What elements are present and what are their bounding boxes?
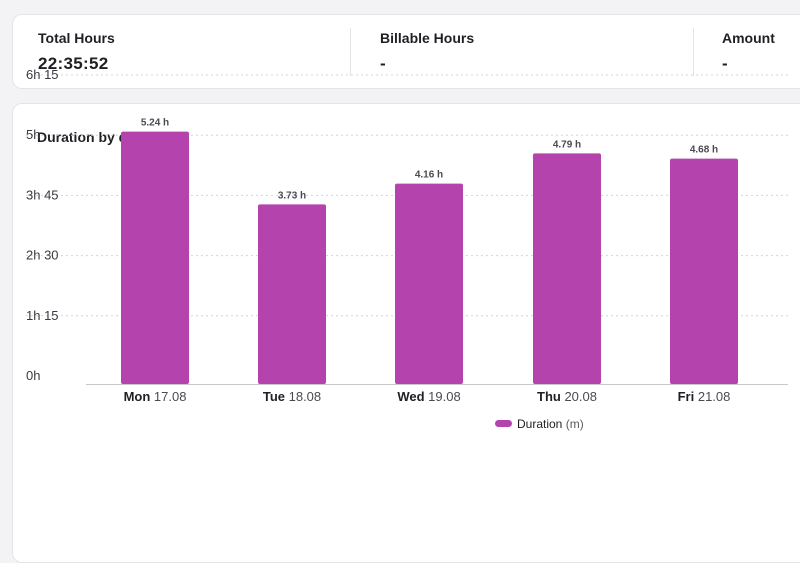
amount-stat: Amount -: [722, 30, 775, 74]
bar: [533, 153, 601, 384]
y-tick-label: 2h 30: [26, 248, 59, 263]
y-tick-label: 5h: [26, 127, 40, 142]
x-tick-label: Thu 20.08: [537, 389, 597, 404]
data-label: 4.68 h: [690, 145, 718, 156]
bar: [258, 204, 326, 384]
legend-swatch: [495, 420, 512, 427]
legend-label: Duration (m): [517, 417, 584, 431]
y-tick-label: 6h 15: [26, 67, 59, 82]
total-hours-stat: Total Hours 22:35:52: [38, 30, 115, 74]
data-label: 4.16 h: [415, 170, 443, 181]
x-tick-label: Tue 18.08: [263, 389, 321, 404]
data-label: 3.73 h: [278, 190, 306, 201]
billable-hours-stat: Billable Hours -: [380, 30, 474, 74]
x-tick-label: Mon 17.08: [124, 389, 187, 404]
amount-value: -: [722, 54, 728, 73]
billable-hours-label: Billable Hours: [380, 30, 475, 46]
total-hours-value: 22:35:52: [38, 54, 109, 73]
y-tick-label: 1h 15: [26, 308, 59, 323]
divider: [350, 28, 351, 76]
y-tick-label: 3h 45: [26, 187, 59, 202]
data-label: 4.79 h: [553, 139, 581, 150]
total-hours-label: Total Hours: [38, 30, 115, 46]
duration-bar-chart: 0h 1h 15 2h 30 3h 45 5h 6h 15 5.24 h Mon 17.08 3…: [26, 67, 788, 431]
bar: [670, 158, 738, 384]
bar: [395, 183, 463, 384]
data-label: 5.24 h: [141, 118, 169, 129]
y-tick-label: 0h: [26, 368, 40, 383]
bar: [121, 131, 189, 384]
amount-label: Amount: [722, 30, 775, 46]
divider: [693, 28, 694, 76]
chart-title: Duration by day: [37, 129, 143, 145]
x-tick-label: Fri 21.08: [678, 389, 731, 404]
x-tick-label: Wed 19.08: [397, 389, 460, 404]
summary-card: Total Hours 22:35:52 Billable Hours - Am…: [12, 14, 800, 89]
billable-hours-value: -: [380, 54, 386, 73]
